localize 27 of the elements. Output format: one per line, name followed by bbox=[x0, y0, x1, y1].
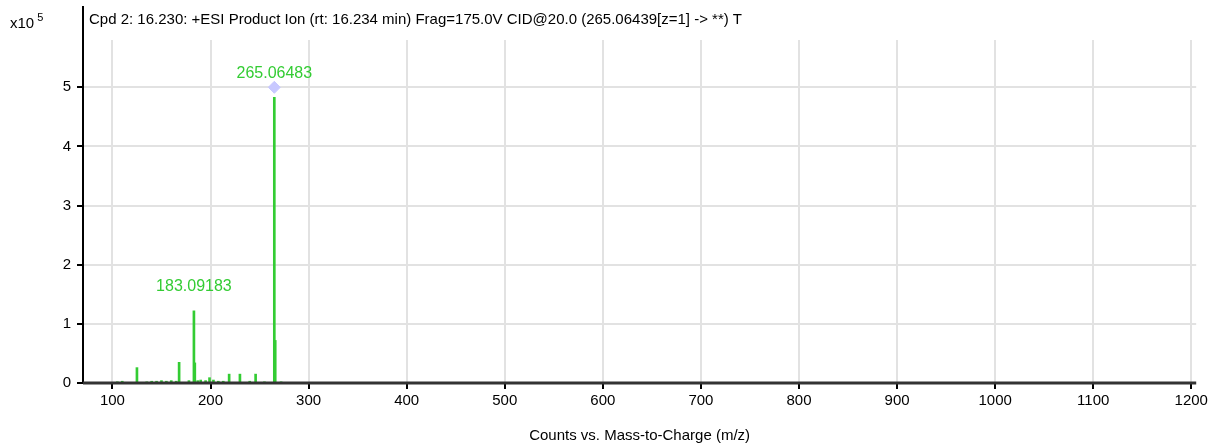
x-tick-label: 900 bbox=[884, 391, 910, 409]
y-tick-label: 4 bbox=[62, 136, 71, 154]
y-tick-label: 5 bbox=[62, 77, 71, 95]
bar bbox=[160, 380, 163, 383]
x-tick-label: 800 bbox=[786, 391, 812, 409]
x-tick-label: 300 bbox=[296, 391, 322, 409]
y-tick-label: 0 bbox=[62, 373, 71, 391]
bar bbox=[169, 380, 173, 383]
bar bbox=[204, 380, 207, 383]
bar bbox=[208, 377, 211, 383]
y-tick-label: 1 bbox=[62, 314, 71, 331]
x-tick-label: 500 bbox=[492, 391, 518, 409]
y-tick-label: 2 bbox=[62, 254, 71, 272]
x-tick-label: 1000 bbox=[978, 391, 1012, 409]
x-tick-label: 600 bbox=[590, 391, 616, 409]
x-tick-label: 100 bbox=[99, 391, 125, 409]
y-tick-label: 3 bbox=[62, 195, 71, 213]
annotation: 265.06483 bbox=[236, 63, 313, 81]
x-tick-label: 200 bbox=[197, 391, 224, 409]
annotation: 183.09183 bbox=[156, 277, 232, 295]
x-tick-label: 400 bbox=[394, 391, 420, 409]
x-axis-title: Counts vs. Mass-to-Charge (m/z) bbox=[529, 426, 751, 444]
x-tick-label: 700 bbox=[688, 391, 714, 409]
x-tick-label: 1200 bbox=[1174, 391, 1208, 409]
x-tick-label: 1100 bbox=[1077, 391, 1110, 409]
bar bbox=[254, 373, 257, 383]
chart-title: Cpd 2: 16.230: +ESI Product Ion (rt: 16.234 min) Frag=175.0V CID@20.0 (265.06439[z=1] -> **) T bbox=[89, 10, 742, 28]
